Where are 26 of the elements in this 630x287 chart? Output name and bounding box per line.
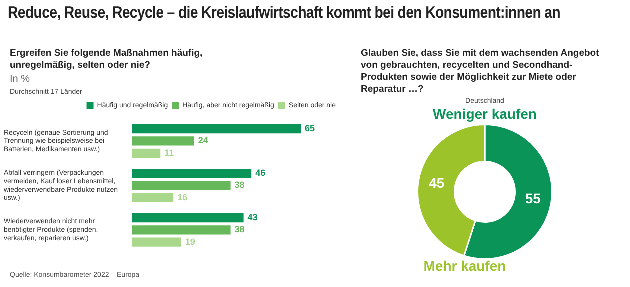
data-label: 16 bbox=[178, 192, 188, 202]
data-label: 45 bbox=[429, 175, 445, 192]
bar bbox=[132, 136, 194, 146]
data-label: 11 bbox=[164, 148, 174, 158]
bar bbox=[132, 226, 231, 235]
bar bbox=[132, 148, 161, 158]
data-label: 65 bbox=[305, 124, 316, 134]
chart-subtitle: Ergreifen Sie folgende Maßnahmen häufig, unregelmäßig, selten oder nie? bbox=[10, 48, 204, 72]
data-label: 43 bbox=[248, 212, 258, 222]
data-label: 55 bbox=[525, 190, 542, 206]
bar bbox=[132, 238, 182, 247]
data-label: 46 bbox=[256, 168, 266, 178]
chart-title: Glauben Sie, dass Sie mit dem wachsenden Angebot von gebrauchten, recycelten und Secondhand-Produkten sowie der Möglichkeit zur Miete oder Reparatur …? bbox=[361, 48, 600, 96]
bar bbox=[132, 124, 302, 134]
slice-label: Weniger kaufen bbox=[432, 106, 538, 122]
chart-title: Reduce, Reuse, Recycle – die Kreislaufwirtschaft kommt bei den Konsument:innen an bbox=[8, 4, 561, 23]
data-label: 24 bbox=[198, 136, 208, 146]
slice-label: Mehr kaufen bbox=[422, 258, 508, 274]
data-label: 38 bbox=[234, 224, 245, 235]
bar bbox=[132, 181, 231, 190]
bar bbox=[132, 168, 252, 178]
x-axis-title: In % bbox=[10, 74, 30, 85]
bar bbox=[132, 193, 174, 202]
data-label: 38 bbox=[234, 180, 245, 190]
bar bbox=[132, 213, 244, 223]
data-label: 19 bbox=[185, 236, 196, 247]
